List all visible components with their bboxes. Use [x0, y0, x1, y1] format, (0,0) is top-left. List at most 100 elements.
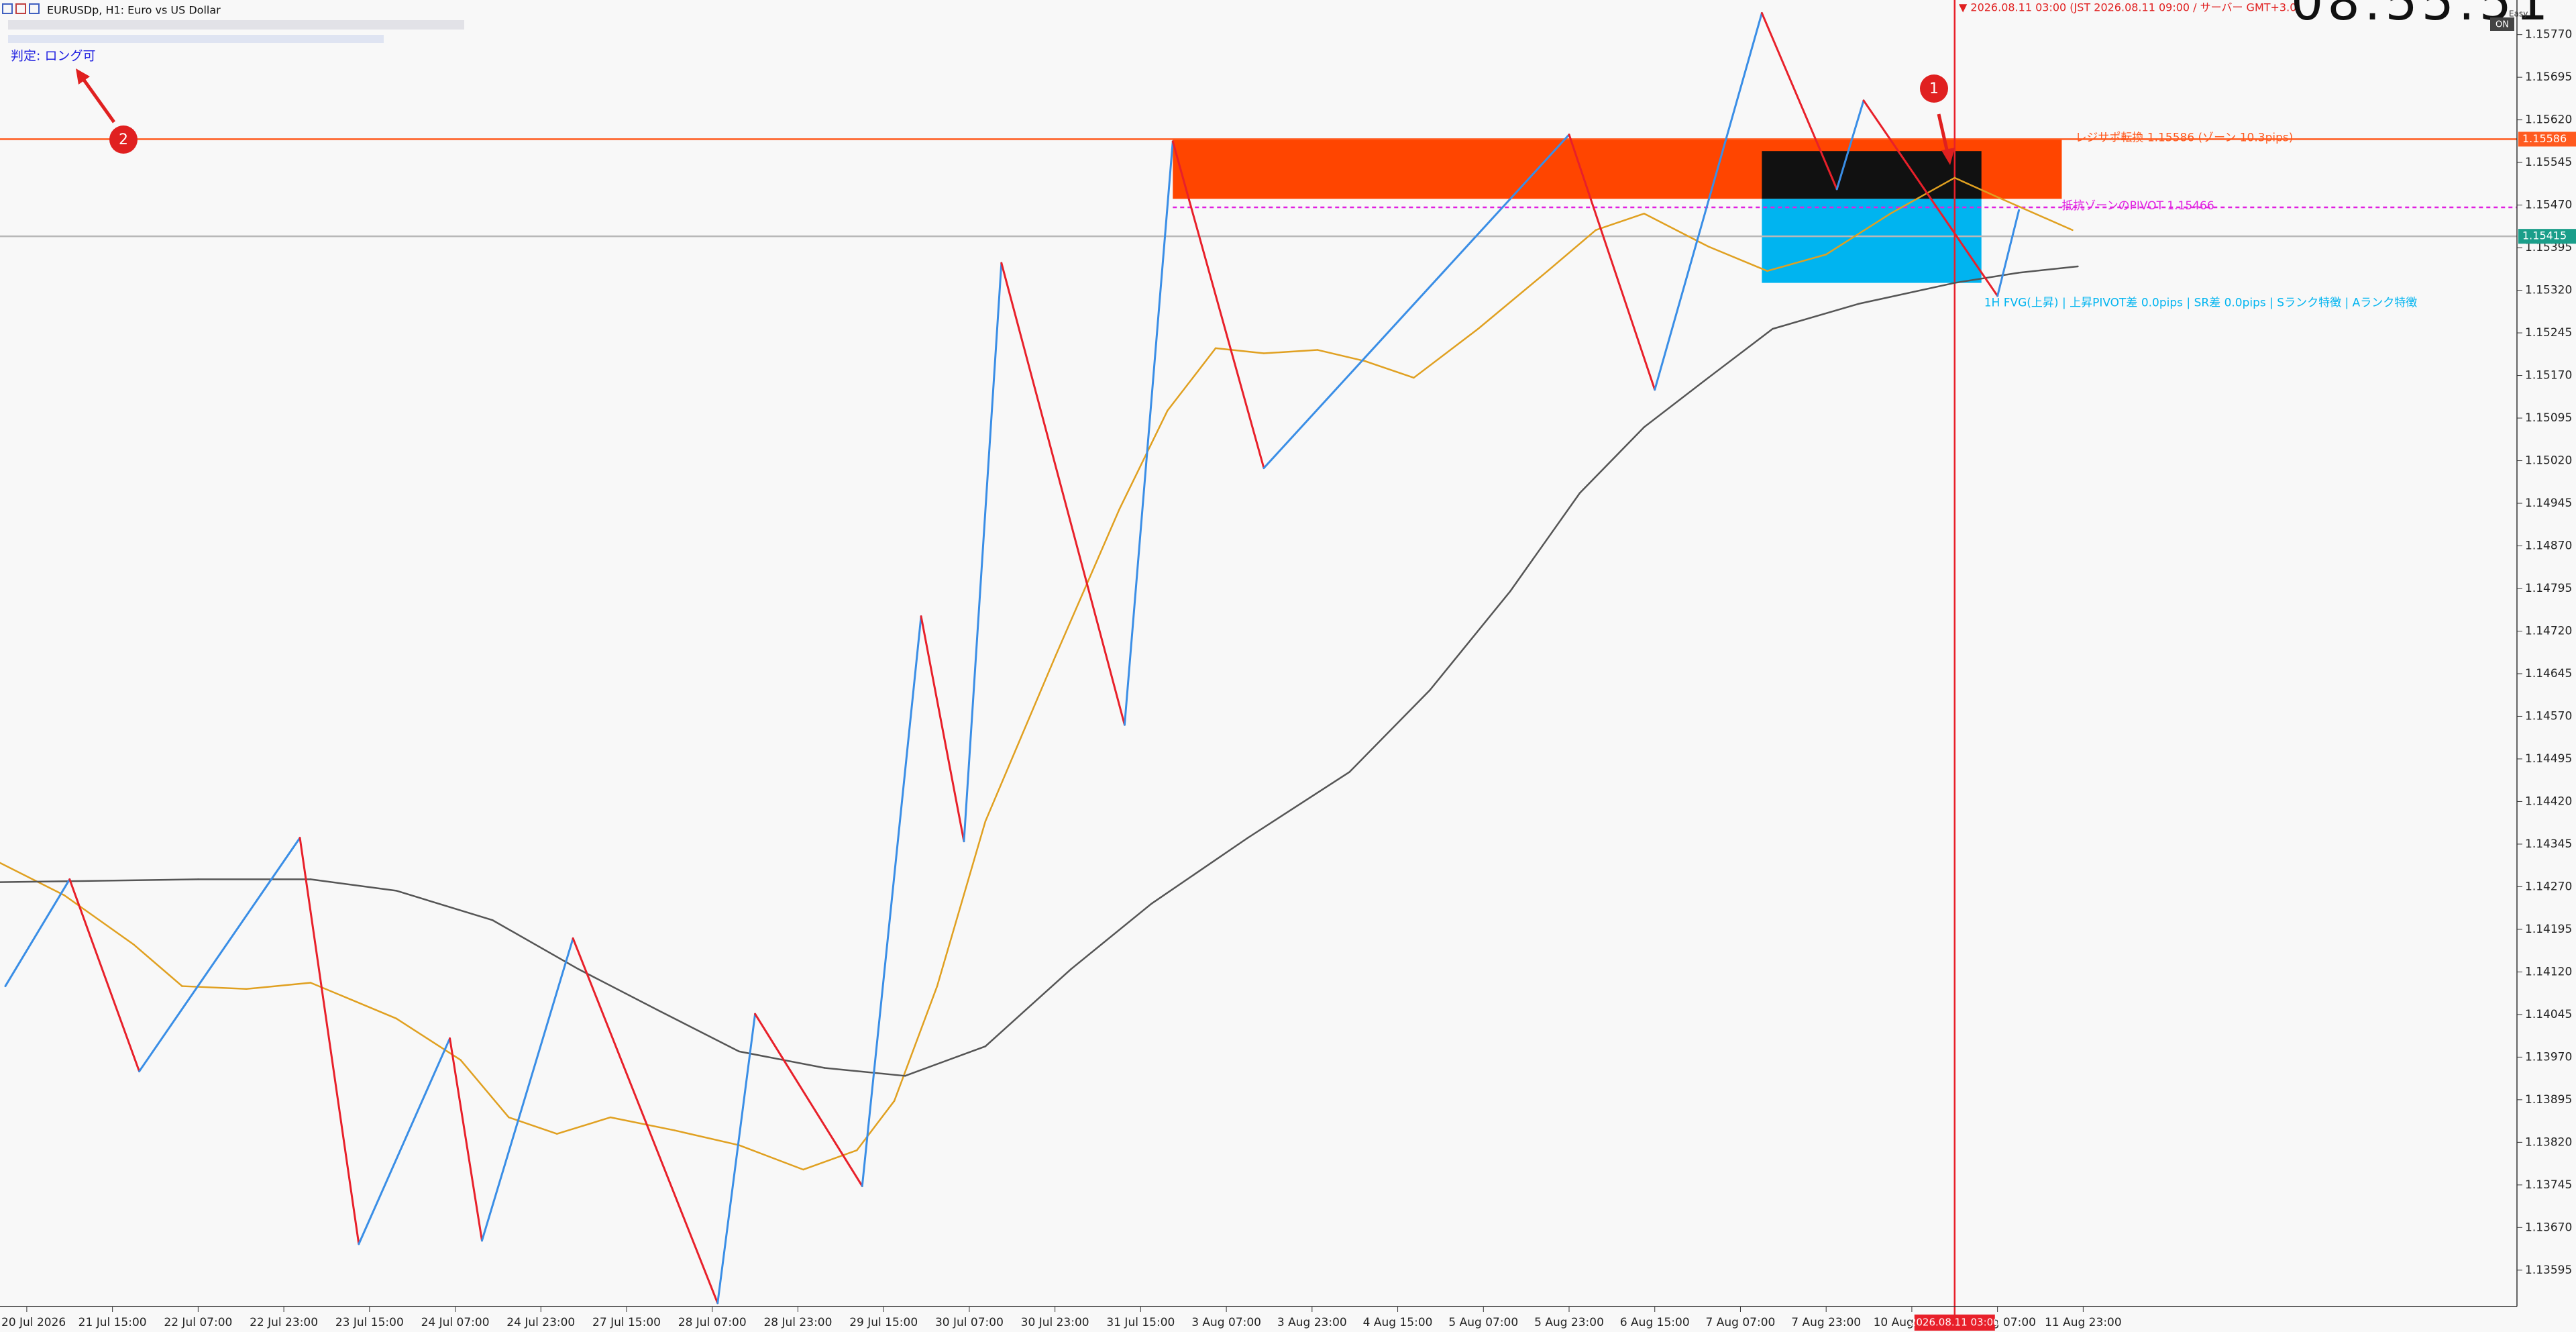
y-tick-label: 1.14645 [2525, 667, 2572, 680]
moving-average [577, 968, 660, 1012]
zigzag-segment [963, 262, 1003, 843]
moving-average [1246, 771, 1350, 839]
moving-average [824, 1067, 906, 1077]
moving-average [309, 982, 397, 1020]
y-tick-label: 1.14420 [2525, 795, 2572, 808]
on-button[interactable] [2490, 17, 2514, 31]
moving-average [1953, 272, 2020, 284]
zigzag-segment [449, 1037, 483, 1242]
level-label: 抵抗ゾーンのPIVOT 1.15466 [2061, 199, 2214, 213]
moving-average [1996, 196, 2074, 232]
app-icon [29, 3, 40, 14]
zigzag-segment [1000, 262, 1126, 726]
zigzag-segment [572, 937, 719, 1304]
y-tick-label: 1.15620 [2525, 113, 2572, 127]
zigzag-segment [861, 615, 922, 1188]
zigzag-segment [138, 837, 301, 1073]
y-tick-label: 1.15770 [2525, 28, 2572, 42]
y-tick-label: 1.15470 [2525, 199, 2572, 212]
moving-average [1857, 282, 1956, 305]
price-tag [2518, 229, 2576, 244]
y-tick-label: 1.14570 [2525, 709, 2572, 723]
time-tag-label: 2026.08.11 03:00 [1910, 1317, 2000, 1329]
x-tick-label: 31 Jul 15:00 [1106, 1316, 1175, 1329]
moving-average [492, 919, 580, 970]
on-button-label[interactable]: ON [2496, 20, 2509, 30]
y-tick-label: 1.13970 [2525, 1050, 2572, 1064]
indicator-label: Easy [2509, 9, 2528, 19]
zigzag-segment [716, 1013, 757, 1304]
y-tick-label: 1.15545 [2525, 156, 2572, 169]
moving-average [984, 968, 1072, 1047]
moving-average [1150, 837, 1249, 905]
moving-average [1772, 303, 1860, 330]
moving-average [674, 1129, 740, 1146]
moving-average [904, 1045, 987, 1077]
x-tick-label: 24 Jul 07:00 [421, 1316, 490, 1329]
moving-average [1825, 213, 1892, 256]
callouts: 1 2 [76, 68, 1955, 165]
zigzag-segment [299, 837, 360, 1245]
y-tick-label: 1.14120 [2525, 965, 2572, 978]
x-tick-label: 22 Jul 23:00 [250, 1316, 318, 1329]
x-tick-label: 6 Aug 15:00 [1620, 1316, 1690, 1329]
moving-average [984, 656, 1056, 823]
y-tick-label: 1.13670 [2525, 1221, 2572, 1234]
app-icon [15, 3, 26, 14]
x-tick-label: 11 Aug 23:00 [2045, 1316, 2122, 1329]
zone [1762, 151, 1982, 199]
y-tick-label: 1.15245 [2525, 326, 2572, 340]
moving-average [1413, 327, 1479, 379]
x-tick-label: 22 Jul 07:00 [164, 1316, 232, 1329]
x-tick-label: 29 Jul 15:00 [849, 1316, 918, 1329]
x-tick-label: 27 Jul 15:00 [592, 1316, 661, 1329]
x-tick-label: 23 Jul 15:00 [335, 1316, 404, 1329]
blurred-text [8, 20, 464, 30]
zigzag-segment [1996, 209, 2021, 297]
moving-average [1766, 253, 1827, 272]
y-tick-label: 1.15095 [2525, 411, 2572, 425]
plot: レジサポ転換 1.15586 (ゾーン 10.3pips) 抵抗ゾーンのPIVOT… [0, 0, 2517, 1327]
moving-average [395, 890, 494, 921]
moving-average [802, 1149, 858, 1171]
zigzag-segment [358, 1037, 451, 1245]
moving-average [508, 1116, 558, 1135]
x-tick-label: 20 Jul 2026 [1, 1316, 66, 1329]
y-tick-label: 1.13745 [2525, 1178, 2572, 1192]
moving-average [1263, 349, 1319, 354]
x-tick-label: 3 Aug 07:00 [1191, 1316, 1261, 1329]
y-tick-label: 1.14870 [2525, 540, 2572, 553]
y-tick-label: 1.15170 [2525, 369, 2572, 382]
moving-average [1214, 347, 1265, 354]
y-tick-label: 1.15695 [2525, 70, 2572, 84]
moving-average [1070, 903, 1152, 970]
moving-average [856, 1100, 896, 1151]
app-icon [2, 3, 13, 14]
moving-average [0, 878, 199, 883]
zone-label: 1H FVG(上昇) | 上昇PIVOT差 0.0pips | SR差 0.0p… [1984, 297, 2418, 310]
y-tick-label: 1.15020 [2525, 454, 2572, 468]
arrow [78, 74, 116, 123]
y-tick-label: 1.14495 [2525, 752, 2572, 766]
zone [1762, 199, 1982, 283]
y-tick-label: 1.14795 [2525, 582, 2572, 595]
moving-average [1348, 689, 1431, 773]
zigzag-segment [1760, 11, 1838, 191]
y-tick-label: 1.14945 [2525, 497, 2572, 510]
moving-average [460, 1059, 510, 1119]
moving-average [893, 985, 938, 1102]
moving-average [936, 820, 987, 987]
y-tick-label: 1.15320 [2525, 284, 2572, 297]
level-label: レジサポ転換 1.15586 (ゾーン 10.3pips) [2075, 131, 2293, 144]
callout-number: 2 [119, 132, 128, 148]
y-tick-label: 1.13895 [2525, 1093, 2572, 1107]
arrow-head [1941, 148, 1955, 165]
x-tick-label: 21 Jul 15:00 [78, 1316, 147, 1329]
y-tick-label: 1.14345 [2525, 837, 2572, 851]
moving-average [1595, 213, 1646, 232]
x-tick-label: 30 Jul 07:00 [935, 1316, 1004, 1329]
x-tick-label: 4 Aug 15:00 [1363, 1316, 1433, 1329]
moving-average [738, 1144, 804, 1171]
